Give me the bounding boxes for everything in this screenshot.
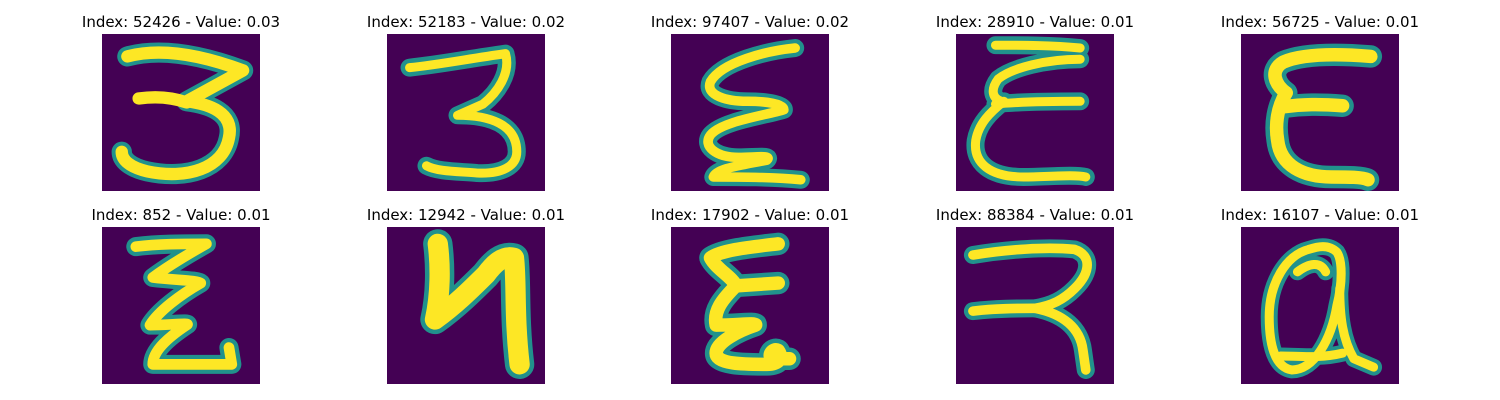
panel-1: Index: 52426 - Value: 0.03 [82, 13, 280, 191]
digit-image [1241, 227, 1399, 384]
digit-image [102, 34, 260, 191]
panel-9: Index: 88384 - Value: 0.01 [936, 206, 1134, 384]
digit-image [387, 227, 545, 384]
digit-image [671, 227, 829, 384]
panel-title: Index: 52426 - Value: 0.03 [81, 13, 281, 31]
digit-image [102, 227, 260, 384]
panel-8: Index: 17902 - Value: 0.01 [651, 206, 849, 384]
digit-image [956, 227, 1114, 384]
panel-title: Index: 16107 - Value: 0.01 [1220, 206, 1420, 224]
panel-title: Index: 52183 - Value: 0.02 [366, 13, 566, 31]
digit-image [956, 34, 1114, 191]
panel-title: Index: 852 - Value: 0.01 [91, 206, 271, 224]
panel-title: Index: 88384 - Value: 0.01 [935, 206, 1135, 224]
panel-2: Index: 52183 - Value: 0.02 [367, 13, 565, 191]
panel-title: Index: 12942 - Value: 0.01 [366, 206, 566, 224]
panel-7: Index: 12942 - Value: 0.01 [367, 206, 565, 384]
panel-10: Index: 16107 - Value: 0.01 [1221, 206, 1419, 384]
panel-title: Index: 17902 - Value: 0.01 [650, 206, 850, 224]
panel-4: Index: 28910 - Value: 0.01 [936, 13, 1134, 191]
digit-image [1241, 34, 1399, 191]
panel-3: Index: 97407 - Value: 0.02 [651, 13, 849, 191]
panel-5: Index: 56725 - Value: 0.01 [1221, 13, 1419, 191]
digit-image [387, 34, 545, 191]
panel-title: Index: 97407 - Value: 0.02 [650, 13, 850, 31]
digit-image [671, 34, 829, 191]
panel-6: Index: 852 - Value: 0.01 [91, 206, 271, 384]
panel-title: Index: 56725 - Value: 0.01 [1220, 13, 1420, 31]
panel-title: Index: 28910 - Value: 0.01 [935, 13, 1135, 31]
